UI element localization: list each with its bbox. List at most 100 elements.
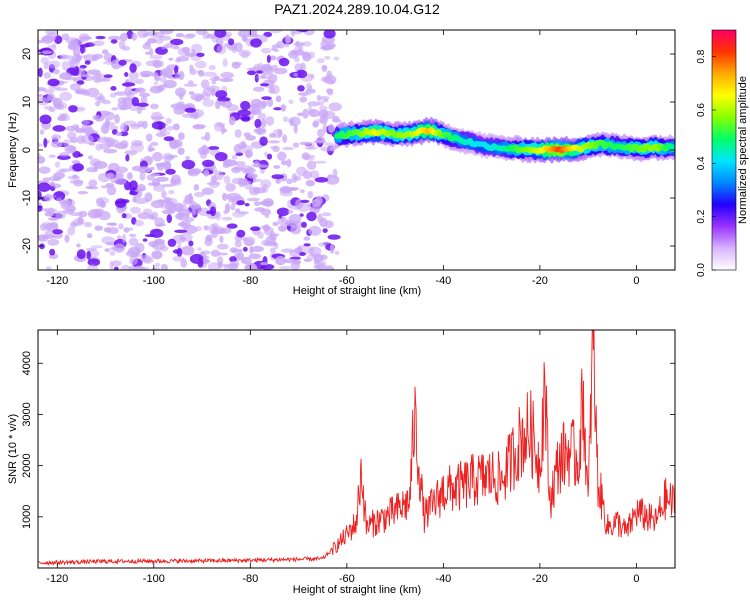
noise-blob [206, 210, 214, 215]
colorbar-tick-label: 0.6 [696, 103, 707, 117]
noise-blob [273, 107, 283, 111]
noise-blob [296, 202, 311, 212]
noise-blob [130, 142, 145, 153]
noise-blob [88, 179, 98, 188]
noise-blob [103, 148, 117, 154]
noise-blob [110, 86, 117, 91]
noise-blob [226, 223, 238, 229]
noise-blob [231, 154, 238, 160]
noise-blob [211, 87, 216, 97]
noise-blob [202, 159, 215, 167]
noise-blob [96, 198, 105, 207]
noise-blob [268, 140, 281, 144]
y-tick-label: 10 [21, 96, 33, 108]
x-tick-label: -20 [532, 573, 548, 585]
snr-x-label: Height of straight line (km) [293, 584, 421, 596]
noise-blob [103, 227, 112, 233]
colorbar-tick-label: 0.4 [696, 156, 707, 170]
noise-blob [160, 264, 168, 270]
noise-blob [196, 52, 205, 57]
noise-blob [109, 260, 114, 270]
x-tick-label: -120 [46, 275, 68, 287]
noise-blob [118, 59, 127, 66]
noise-blob [128, 237, 139, 246]
noise-blob [113, 266, 119, 270]
noise-blob [87, 258, 101, 267]
noise-blob [145, 133, 153, 142]
snr-frame [37, 329, 676, 569]
noise-blob [247, 197, 260, 202]
noise-blob [287, 118, 295, 124]
noise-blob [279, 190, 293, 197]
noise-blob [216, 256, 224, 266]
noise-blob [242, 34, 247, 43]
noise-blob [120, 264, 132, 270]
noise-blob [86, 264, 99, 270]
noise-blob [177, 213, 184, 219]
noise-blob [79, 64, 87, 69]
noise-blob [158, 35, 172, 41]
noise-blob [151, 72, 159, 78]
noise-blob [38, 166, 51, 174]
noise-blob [50, 140, 63, 148]
noise-blob [84, 221, 92, 228]
noise-blob [152, 151, 163, 162]
noise-blob [298, 244, 313, 255]
noise-blob [136, 102, 149, 108]
noise-blob [208, 146, 220, 151]
noise-blob [251, 245, 264, 253]
noise-blob [129, 180, 138, 191]
noise-blob [181, 159, 196, 170]
noise-blob [65, 37, 80, 44]
noise-blob [249, 246, 254, 254]
noise-blob [164, 155, 175, 160]
noise-blob [163, 79, 177, 89]
noise-blob [41, 35, 56, 43]
noise-blob [291, 30, 302, 35]
noise-blob [150, 211, 159, 220]
noise-blob [121, 213, 127, 219]
noise-blob [288, 214, 302, 224]
noise-blob [57, 155, 71, 160]
noise-blob [105, 118, 110, 129]
noise-blob [246, 173, 258, 179]
noise-blob [55, 211, 66, 220]
noise-blob [215, 90, 228, 99]
noise-blob [290, 205, 302, 210]
noise-blob [175, 33, 185, 38]
noise-blob [231, 61, 243, 66]
noise-blob [220, 227, 232, 234]
noise-blob [52, 183, 62, 189]
noise-blob [237, 109, 251, 117]
noise-blob [236, 229, 246, 238]
noise-blob [260, 118, 267, 128]
noise-blob [189, 64, 194, 72]
noise-blob [254, 128, 259, 134]
noise-blob [109, 125, 119, 131]
noise-blob [203, 71, 217, 77]
noise-blob [120, 122, 128, 132]
noise-blob [250, 109, 256, 116]
noise-blob [104, 248, 111, 253]
noise-blob [322, 228, 328, 234]
noise-blob [124, 86, 133, 97]
noise-blob [170, 38, 184, 46]
noise-blob [134, 219, 144, 227]
noise-blob [181, 245, 195, 256]
noise-blob [241, 237, 248, 241]
noise-blob [319, 105, 328, 112]
noise-blob [228, 38, 235, 46]
noise-blob [246, 70, 257, 76]
noise-blob [303, 243, 311, 247]
noise-blob [261, 73, 266, 79]
noise-blob [160, 67, 174, 78]
noise-blob [98, 172, 111, 183]
noise-blob [244, 203, 250, 207]
noise-blob [168, 189, 175, 195]
noise-blob [321, 44, 332, 51]
y-tick-label: 0 [21, 147, 33, 153]
noise-blob [69, 83, 81, 91]
noise-blob [43, 89, 55, 94]
x-tick-label: -120 [46, 573, 68, 585]
noise-blob [252, 187, 267, 194]
